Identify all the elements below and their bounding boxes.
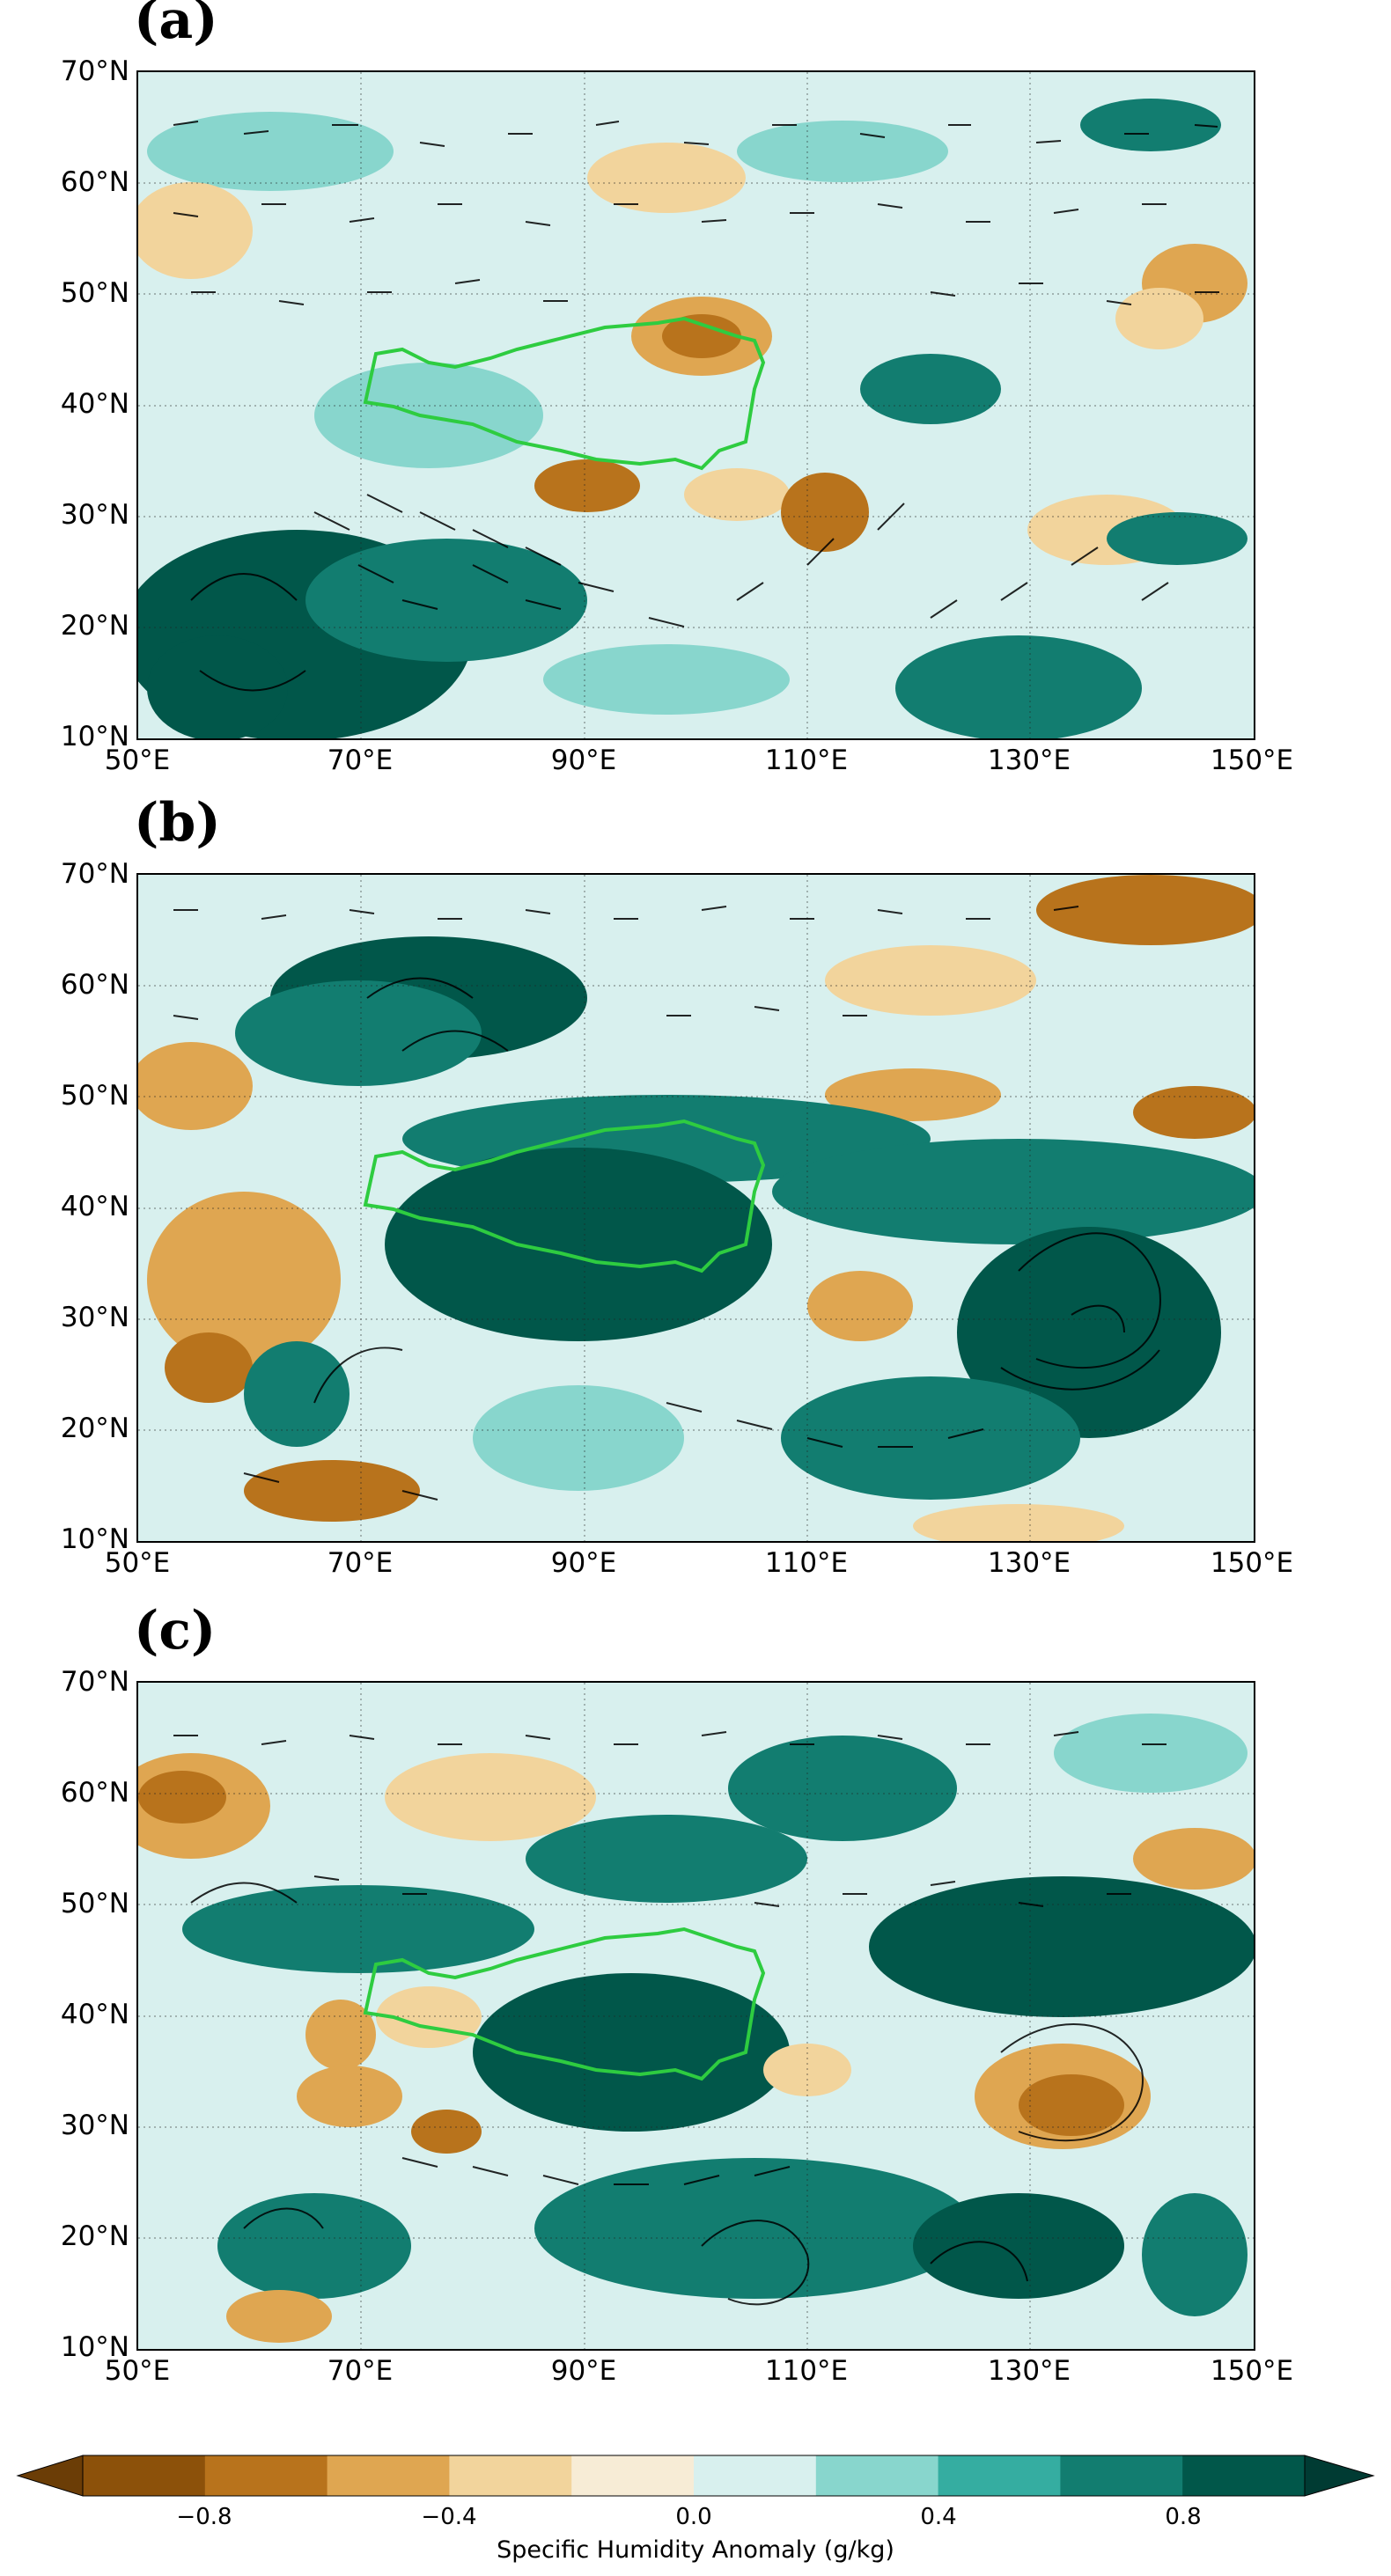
map-panel-a	[136, 70, 1255, 740]
map-panel-c	[136, 1681, 1255, 2351]
colorbar-swatch	[571, 2455, 695, 2496]
colorbar-swatch	[938, 2455, 1061, 2496]
lon-tick: 110°E	[764, 745, 849, 776]
colorbar-swatch	[694, 2455, 817, 2496]
lat-tick: 70°N	[60, 1666, 129, 1698]
panel-b: (b)	[0, 792, 1391, 1612]
colorbar-extend-high	[1304, 2455, 1375, 2497]
lat-tick: 30°N	[60, 499, 129, 531]
lon-tick: 130°E	[987, 2355, 1071, 2387]
lon-tick: 110°E	[764, 1547, 849, 1579]
lon-tick: 70°E	[327, 1547, 394, 1579]
panel-c: (c)	[0, 1600, 1391, 2420]
panel-label: (c)	[134, 1600, 217, 1662]
lat-tick: 30°N	[60, 1302, 129, 1333]
anomaly-map	[138, 72, 1254, 738]
colorbar-swatch	[815, 2455, 939, 2496]
lat-tick: 70°N	[60, 55, 129, 87]
lat-tick: 40°N	[60, 1999, 129, 2030]
lon-tick: 150°E	[1210, 2355, 1294, 2387]
colorbar-border	[82, 2455, 1306, 2497]
lat-tick: 10°N	[60, 1523, 129, 1555]
lat-tick: 60°N	[60, 969, 129, 1001]
colorbar-swatch	[204, 2455, 328, 2496]
lat-tick: 50°N	[60, 1888, 129, 1919]
panel-label: (a)	[134, 0, 218, 51]
lon-tick: 130°E	[987, 1547, 1071, 1579]
lat-tick: 10°N	[60, 721, 129, 752]
lat-tick: 20°N	[60, 610, 129, 642]
colorbar-title: Specific Humidity Anomaly (g/kg)	[497, 2536, 894, 2564]
colorbar-swatch	[449, 2455, 572, 2496]
colorbar-bar	[16, 2455, 1375, 2497]
lon-tick: 50°E	[104, 745, 171, 776]
anomaly-map	[138, 875, 1254, 1541]
lat-tick: 20°N	[60, 1413, 129, 1444]
lat-tick: 60°N	[60, 166, 129, 198]
lon-tick: 70°E	[327, 745, 394, 776]
lon-tick: 50°E	[104, 2355, 171, 2387]
lat-tick: 50°N	[60, 277, 129, 309]
anomaly-map	[138, 1683, 1254, 2349]
panel-label: (b)	[134, 792, 221, 854]
lat-tick: 30°N	[60, 2110, 129, 2141]
lon-tick: 90°E	[550, 745, 617, 776]
lat-tick: 70°N	[60, 858, 129, 890]
lon-tick: 50°E	[104, 1547, 171, 1579]
tp-boundary	[363, 1926, 766, 2081]
tp-boundary	[363, 316, 766, 471]
lat-tick: 40°N	[60, 1191, 129, 1222]
lat-tick: 10°N	[60, 2331, 129, 2363]
lat-tick: 60°N	[60, 1777, 129, 1809]
colorbar-swatch	[327, 2455, 450, 2496]
lon-tick: 150°E	[1210, 745, 1294, 776]
colorbar-tick: 0.4	[920, 2504, 957, 2530]
lon-tick: 90°E	[550, 2355, 617, 2387]
lon-tick: 110°E	[764, 2355, 849, 2387]
panel-a: (a)	[0, 0, 1391, 810]
lon-tick: 130°E	[987, 745, 1071, 776]
lat-tick: 20°N	[60, 2220, 129, 2252]
colorbar-tick: −0.8	[176, 2504, 232, 2530]
colorbar-tick: 0.0	[675, 2504, 712, 2530]
lat-tick: 40°N	[60, 388, 129, 420]
lat-tick: 50°N	[60, 1080, 129, 1112]
colorbar-extend-low	[16, 2455, 84, 2497]
colorbar-tick: −0.4	[421, 2504, 477, 2530]
colorbar-swatch	[1182, 2455, 1306, 2496]
colorbar: −0.8 −0.4 0.0 0.4 0.8 Specific Humidity …	[0, 2411, 1391, 2576]
lon-tick: 70°E	[327, 2355, 394, 2387]
map-panel-b	[136, 873, 1255, 1543]
tp-boundary	[363, 1119, 766, 1273]
colorbar-swatch	[83, 2455, 206, 2496]
colorbar-tick: 0.8	[1165, 2504, 1202, 2530]
lon-tick: 150°E	[1210, 1547, 1294, 1579]
lon-tick: 90°E	[550, 1547, 617, 1579]
colorbar-swatch	[1060, 2455, 1183, 2496]
